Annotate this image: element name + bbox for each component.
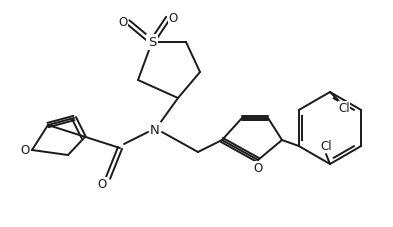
Text: O: O <box>97 178 107 190</box>
Text: O: O <box>253 161 263 175</box>
Text: Cl: Cl <box>338 101 350 114</box>
Text: N: N <box>150 123 160 136</box>
Text: O: O <box>118 15 128 29</box>
Text: O: O <box>20 145 29 158</box>
Text: Cl: Cl <box>320 140 332 153</box>
Text: S: S <box>148 35 156 49</box>
Text: O: O <box>168 12 178 25</box>
